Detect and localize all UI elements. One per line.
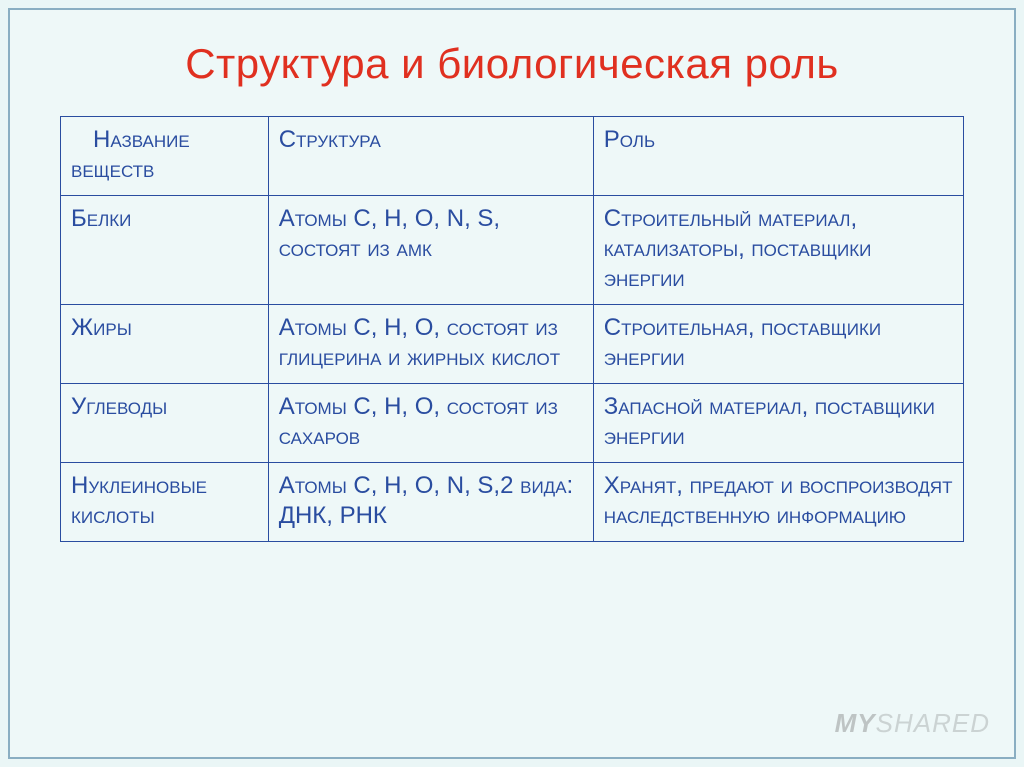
col-header-role: Роль [593, 117, 963, 196]
cell-structure: Атомы C, H, O, состоят из глицерина и жи… [268, 305, 593, 384]
cell-role: Строительная, поставщики энергии [593, 305, 963, 384]
cell-structure: Атомы C, H, O, N, S,2 вида: ДНК, РНК [268, 463, 593, 542]
cell-role: Запасной материал, поставщики энергии [593, 384, 963, 463]
table-row: Углеводы Атомы C, H, O, состоят из сахар… [61, 384, 964, 463]
table-header-row: Название веществ Структура Роль [61, 117, 964, 196]
table-row: Белки Атомы C, H, O, N, S, состоят из ам… [61, 196, 964, 305]
page-title: Структура и биологическая роль [60, 40, 964, 88]
table-row: Нуклеиновые кислоты Атомы C, H, O, N, S,… [61, 463, 964, 542]
col-header-structure: Структура [268, 117, 593, 196]
cell-role: Хранят, предают и воспроизводят наследст… [593, 463, 963, 542]
cell-role: Строительный материал, катализаторы, пос… [593, 196, 963, 305]
table-row: Жиры Атомы C, H, O, состоят из глицерина… [61, 305, 964, 384]
cell-name: Углеводы [61, 384, 269, 463]
cell-name: Нуклеиновые кислоты [61, 463, 269, 542]
watermark: MYSHARED [835, 708, 990, 739]
cell-structure: Атомы C, H, O, состоят из сахаров [268, 384, 593, 463]
cell-name: Жиры [61, 305, 269, 384]
col-header-name: Название веществ [61, 117, 269, 196]
data-table: Название веществ Структура Роль Белки Ат… [60, 116, 964, 542]
cell-name: Белки [61, 196, 269, 305]
cell-structure: Атомы C, H, O, N, S, состоят из амк [268, 196, 593, 305]
